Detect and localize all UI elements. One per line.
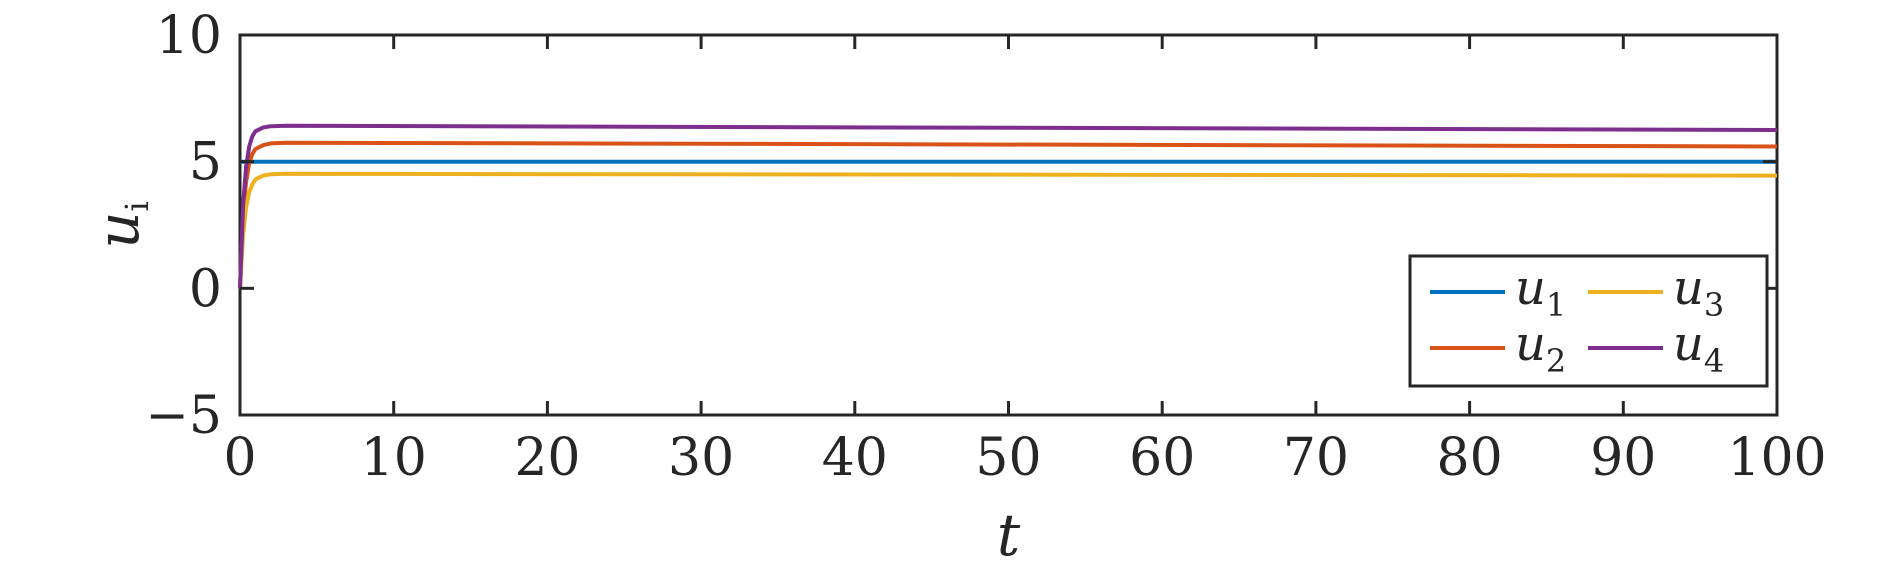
x-tick-label: 90: [1590, 428, 1656, 488]
y-axis-label: ui: [84, 201, 156, 249]
x-tick-label: 40: [822, 428, 888, 488]
legend-label-u3: u3: [1673, 260, 1724, 324]
x-axis-ticks: 0 10 20 30 40 50 60 70 80 90 100: [223, 35, 1827, 488]
series-line-u3: [238, 171, 1778, 289]
y-axis-label-main: u: [84, 211, 152, 248]
x-tick-label: 80: [1437, 428, 1503, 488]
plot-area: [238, 33, 1779, 417]
y-tick-label: 5: [189, 133, 222, 193]
y-axis-label-subscript: i: [118, 201, 156, 211]
x-tick-label: 70: [1283, 428, 1349, 488]
x-tick-label: 50: [975, 428, 1041, 488]
y-tick-label: −5: [145, 386, 222, 446]
x-tick-label: 10: [361, 428, 427, 488]
legend-label-u1: u1: [1515, 260, 1566, 324]
x-tick-label: 20: [514, 428, 580, 488]
y-tick-label: 0: [189, 259, 222, 319]
legend-label-u2: u2: [1515, 316, 1566, 380]
x-tick-label: 30: [668, 428, 734, 488]
x-tick-label: 0: [223, 428, 256, 488]
series-line-u4: [238, 123, 1778, 289]
series-layer: [238, 123, 1778, 289]
x-tick-label: 100: [1727, 428, 1826, 488]
x-tick-label: 60: [1129, 428, 1195, 488]
legend-box: [1408, 254, 1769, 388]
legend-label-u4: u4: [1673, 316, 1724, 380]
y-axis-ticks: −5 0 5 10: [145, 6, 1777, 446]
y-tick-label: 10: [156, 6, 222, 66]
x-axis-label: t: [997, 501, 1021, 569]
